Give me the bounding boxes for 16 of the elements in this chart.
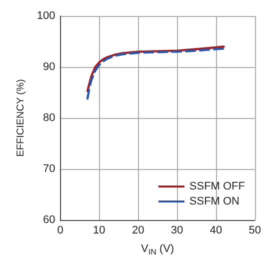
y-axis-title: EFFICIENCY (%) (16, 79, 26, 157)
x-tick-label: 20 (132, 224, 144, 236)
x-tick-label: 30 (170, 224, 184, 236)
x-tick-label: 0 (57, 224, 64, 236)
x-tick-label: 10 (93, 224, 106, 236)
y-tick-label: 70 (43, 163, 56, 175)
y-tick-label: 80 (43, 112, 56, 124)
line-series (86, 48, 225, 100)
x-tick-label: 50 (248, 224, 262, 236)
line-series (86, 46, 225, 92)
y-tick-label: 60 (43, 214, 56, 226)
x-tick-label: 40 (210, 224, 222, 236)
legend-label: SSFM OFF (189, 180, 246, 192)
y-tick-label: 100 (36, 10, 56, 22)
y-tick-label: 90 (43, 61, 56, 73)
legend-label: SSFM ON (189, 196, 240, 208)
